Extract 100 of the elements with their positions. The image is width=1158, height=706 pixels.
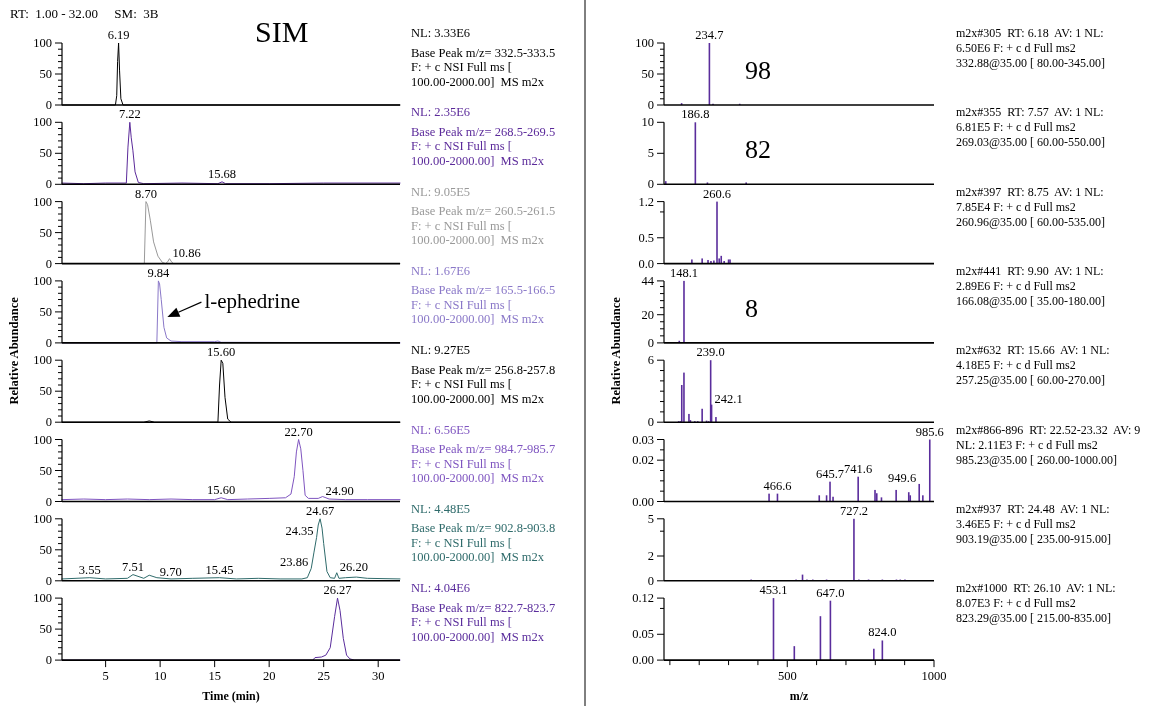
annotation: 949.6	[888, 470, 917, 485]
annotation: 727.2	[839, 503, 868, 518]
y-tick-label: 0	[45, 98, 52, 112]
y-tick-label: 0.05	[632, 627, 654, 642]
y-tick-label: 100	[33, 511, 52, 526]
x-axis-title: Time (min)	[202, 689, 260, 704]
y-tick-label: 0	[45, 494, 52, 509]
annotation: 647.0	[816, 585, 845, 600]
y-axis-title: Relative Abundance	[609, 296, 623, 405]
y-tick-label: 50	[39, 622, 52, 637]
y-tick-label: 0	[647, 415, 654, 430]
annotation: 7.22	[118, 107, 141, 122]
y-tick-label: 50	[39, 225, 52, 240]
text: m2x#397 RT: 8.75 AV: 1 NL: 7.85E4 F: + c d Full ms2 260.96@35.00 [ 60.00-535.00]	[956, 184, 1106, 229]
annotation: l-ephedrine	[204, 289, 301, 314]
x-tick-label: 25	[317, 669, 330, 684]
y-tick-label: 0	[647, 177, 654, 192]
text: NL: 9.05E5 Base Peak m/z= 260.5-261.5 F: + c NSI Full ms [ 100.00-2000.00] MS m2x	[411, 184, 556, 248]
y-tick-label: 50	[39, 304, 52, 319]
y-tick-label: 0.00	[632, 494, 654, 509]
y-tick-label: 0.02	[632, 453, 654, 468]
text: NL: 6.56E5 Base Peak m/z= 984.7-985.7 F: + c NSI Full ms [ 100.00-2000.00] MS m2x	[411, 422, 556, 485]
x-tick-label: 20	[262, 669, 276, 684]
y-tick-label: 0	[45, 177, 52, 192]
y-tick-label: 50	[641, 67, 654, 81]
annotation: 8.70	[135, 186, 157, 201]
y-tick-label: 50	[39, 463, 52, 478]
y-tick-label: 1.2	[638, 194, 654, 209]
y-tick-label: 0	[45, 653, 52, 668]
y-tick-label: 50	[39, 542, 52, 557]
annotation: 22.70	[284, 424, 313, 439]
annotation: 24.67	[306, 503, 335, 518]
annotation: 15.60	[207, 345, 236, 360]
annotation: 24.90	[325, 483, 354, 498]
x-tick-label: 15	[208, 669, 221, 684]
y-tick-label: 100	[33, 353, 52, 368]
text: NL: 4.48E5 Base Peak m/z= 902.8-903.8 F: + c NSI Full ms [ 100.00-2000.00] MS m2x	[411, 501, 556, 565]
y-tick-label: 0.0	[638, 256, 654, 271]
y-axis-title: Relative Abundance	[7, 296, 21, 405]
annotation: 98	[745, 56, 771, 85]
text: NL: 1.67E6 Base Peak m/z= 165.5-166.5 F: + c NSI Full ms [ 100.00-2000.00] MS m2x	[411, 263, 556, 327]
annotation: 6.19	[107, 28, 130, 42]
annotation: 239.0	[696, 345, 725, 360]
y-tick-label: 5	[647, 511, 654, 526]
y-tick-label: 2	[647, 549, 654, 563]
text: m2x#441 RT: 9.90 AV: 1 NL: 2.89E6 F: + c d Full ms2 166.08@35.00 [ 35.00-180.00]	[956, 263, 1106, 308]
annotation: 741.6	[844, 461, 873, 476]
y-tick-label: 20	[641, 307, 654, 322]
annotation: 234.7	[695, 28, 724, 42]
y-tick-label: 100	[33, 273, 52, 288]
text: NL: 3.33E6 Base Peak m/z= 332.5-333.5 F: + c NSI Full ms [ 100.00-2000.00] MS m2x	[411, 26, 556, 89]
text: RT: 1.00 - 32.00 SM: 3B	[10, 6, 159, 21]
annotation: 260.6	[702, 186, 732, 201]
annotation: 15.68	[208, 166, 237, 181]
text: m2x#937 RT: 24.48 AV: 1 NL: 3.46E5 F: + c d Full ms2 903.19@35.00 [ 235.00-915.00]	[956, 501, 1112, 546]
x-tick-label: 30	[371, 669, 385, 684]
annotation: 3.55	[78, 562, 101, 577]
annotation: 10.86	[172, 245, 201, 260]
annotation: 645.7	[815, 466, 845, 481]
y-tick-label: 100	[33, 115, 52, 130]
annotation: 15.60	[207, 482, 236, 497]
annotation: 26.27	[323, 583, 352, 598]
y-tick-label: 0	[45, 573, 52, 588]
x-tick-label: 10	[153, 669, 167, 684]
x-tick-label: 1000	[921, 669, 947, 684]
y-tick-label: 44	[641, 273, 655, 288]
y-tick-label: 0.5	[638, 230, 654, 245]
annotation: 8	[745, 293, 758, 323]
y-tick-label: 50	[39, 146, 52, 161]
x-tick-label: 5	[102, 669, 109, 684]
y-tick-label: 0.03	[632, 432, 654, 447]
y-tick-label: 0	[647, 98, 654, 112]
text: NL: 9.27E5 Base Peak m/z= 256.8-257.8 F: + c NSI Full ms [ 100.00-2000.00] MS m2x	[411, 343, 556, 406]
text: m2x#1000 RT: 26.10 AV: 1 NL: 8.07E3 F: + c d Full ms2 823.29@35.00 [ 215.00-835.00]	[956, 581, 1116, 626]
y-tick-label: 0	[45, 415, 52, 430]
x-axis-title: m/z	[789, 689, 809, 704]
annotation: 466.6	[763, 478, 792, 493]
annotation: 453.1	[759, 583, 788, 598]
annotation: 24.35	[285, 524, 314, 539]
annotation: 9.70	[159, 564, 182, 579]
y-tick-label: 0.00	[632, 653, 654, 668]
chart-title: SIM	[255, 15, 309, 48]
text: m2x#866-896 RT: 22.52-23.32 AV: 9 NL: 2.11E3 F: + c d Full ms2 985.23@35.00 [ 260.00-1000.00]	[956, 422, 1141, 467]
y-tick-label: 100	[33, 36, 52, 50]
y-tick-label: 5	[647, 146, 654, 161]
y-tick-label: 0	[647, 335, 654, 350]
text: m2x#355 RT: 7.57 AV: 1 NL: 6.81E5 F: + c d Full ms2 269.03@35.00 [ 60.00-550.00]	[956, 105, 1106, 150]
y-tick-label: 0	[45, 256, 52, 271]
annotation: 26.20	[339, 559, 368, 574]
annotation: 7.51	[122, 559, 144, 574]
y-tick-label: 10	[641, 115, 654, 130]
y-tick-label: 100	[33, 432, 52, 447]
annotation: 824.0	[868, 625, 897, 640]
annotation: 23.86	[280, 555, 309, 570]
text: m2x#632 RT: 15.66 AV: 1 NL: 4.18E5 F: + c d Full ms2 257.25@35.00 [ 60.00-270.00]	[956, 343, 1110, 388]
text: NL: 4.04E6 Base Peak m/z= 822.7-823.7 F: + c NSI Full ms [ 100.00-2000.00] MS m2x	[411, 581, 556, 644]
annotation: 15.45	[205, 562, 234, 577]
y-tick-label: 50	[39, 384, 52, 399]
annotation: 242.1	[714, 391, 743, 406]
y-tick-label: 0	[45, 335, 52, 350]
